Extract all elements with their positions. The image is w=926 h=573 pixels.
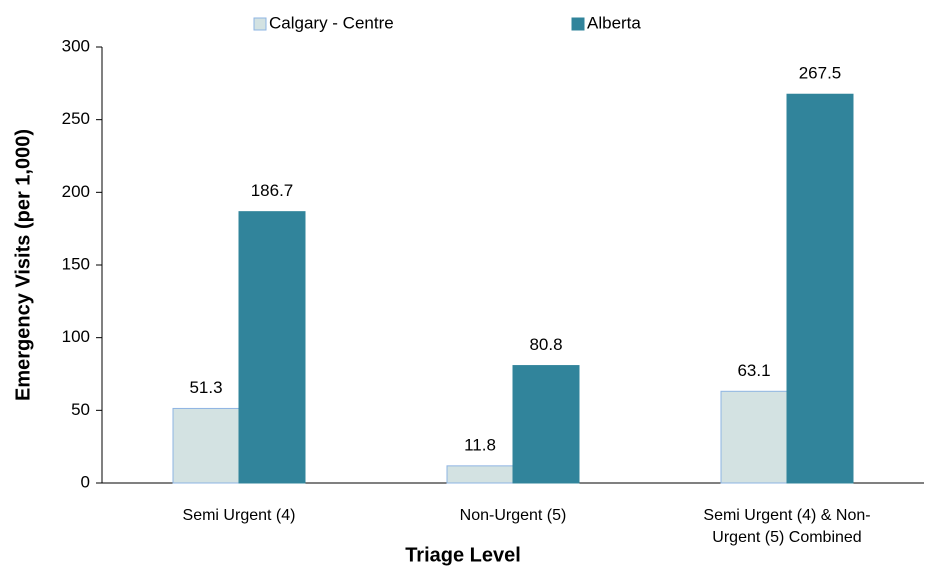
x-tick-label: Semi Urgent (4) xyxy=(182,507,296,524)
data-label: 51.3 xyxy=(189,378,222,397)
data-label: 267.5 xyxy=(799,64,842,83)
y-axis-title: Emergency Visits (per 1,000) xyxy=(12,129,34,401)
legend-label: Alberta xyxy=(587,13,641,32)
data-label: 186.7 xyxy=(251,181,294,200)
legend-swatch xyxy=(571,17,585,31)
data-label: 11.8 xyxy=(464,435,496,454)
y-tick-label: 100 xyxy=(62,327,90,346)
y-tick-label: 250 xyxy=(62,109,90,128)
data-label: 63.1 xyxy=(737,361,770,380)
bar xyxy=(446,465,514,484)
x-tick-label: Semi Urgent (4) & Non-Urgent (5) Combine… xyxy=(703,507,871,546)
x-axis-title: Triage Level xyxy=(405,544,521,566)
bar xyxy=(786,93,854,484)
y-tick-label: 0 xyxy=(81,472,90,491)
y-tick-label: 50 xyxy=(71,400,90,419)
legend-label: Calgary - Centre xyxy=(269,13,394,32)
y-tick-label: 200 xyxy=(62,182,90,201)
y-tick-label: 300 xyxy=(62,36,90,55)
y-tick-label: 150 xyxy=(62,254,90,273)
x-tick-label: Non-Urgent (5) xyxy=(459,507,567,524)
bar xyxy=(720,390,788,484)
bar xyxy=(172,407,240,484)
bar xyxy=(238,211,306,484)
bar xyxy=(512,365,580,484)
legend-swatch xyxy=(253,17,267,31)
data-label: 80.8 xyxy=(529,335,562,354)
